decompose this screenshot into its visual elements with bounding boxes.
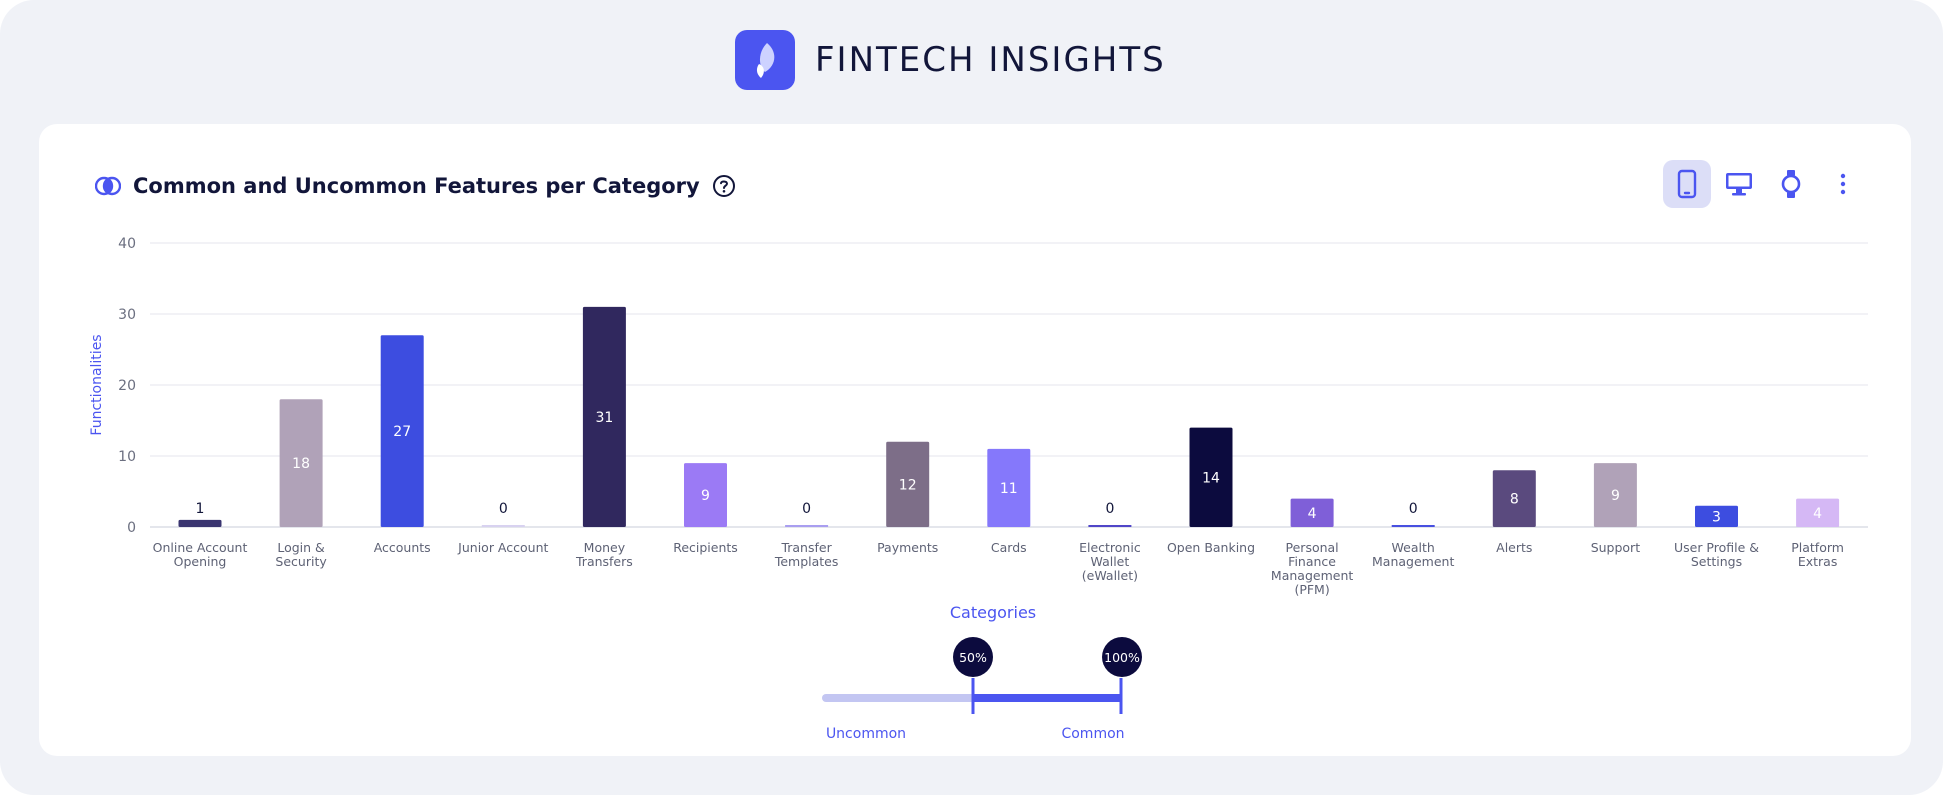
bar-value-label: 3 bbox=[1712, 509, 1721, 525]
smartwatch-icon bbox=[1781, 170, 1801, 198]
smartphone-icon bbox=[1677, 169, 1697, 199]
x-tick-label: Management bbox=[1372, 554, 1454, 569]
y-tick-label: 30 bbox=[118, 307, 136, 323]
x-tick-label: Templates bbox=[774, 554, 839, 569]
x-tick-label: Payments bbox=[877, 540, 938, 555]
bar bbox=[178, 519, 222, 527]
x-tick-label: Transfer bbox=[780, 540, 832, 555]
legend-marker-100 bbox=[1102, 637, 1142, 677]
x-axis-label: Categories bbox=[950, 603, 1036, 622]
x-tick-label: Online Account bbox=[153, 540, 248, 555]
bar-value-label: 0 bbox=[1105, 501, 1114, 517]
bar bbox=[886, 441, 930, 527]
x-tick-label: Support bbox=[1591, 540, 1641, 555]
bar bbox=[1391, 525, 1435, 527]
bar bbox=[1593, 463, 1637, 527]
more-options-button[interactable] bbox=[1819, 160, 1867, 208]
x-tick-label: Cards bbox=[991, 540, 1027, 555]
card-header: Common and Uncommon Features per Categor… bbox=[95, 170, 736, 202]
mobile-view-button[interactable] bbox=[1663, 160, 1711, 208]
brand-name: FINTECH INSIGHTS bbox=[815, 40, 1166, 80]
more-vertical-icon bbox=[1840, 173, 1846, 195]
bar-value-label: 31 bbox=[595, 410, 613, 426]
y-tick-label: 0 bbox=[127, 520, 136, 536]
x-tick-label: Settings bbox=[1691, 554, 1742, 569]
help-icon[interactable] bbox=[712, 174, 736, 198]
x-tick-label: Security bbox=[275, 554, 327, 569]
leaf-logo-icon bbox=[735, 30, 795, 90]
bar-value-label: 1 bbox=[196, 501, 205, 517]
x-tick-label: Open Banking bbox=[1167, 540, 1255, 555]
bar-value-label: 14 bbox=[1202, 470, 1220, 486]
desktop-icon bbox=[1726, 173, 1752, 196]
bar bbox=[684, 463, 727, 527]
bar-value-label: 27 bbox=[393, 424, 411, 440]
x-tick-label: Finance bbox=[1288, 554, 1336, 569]
x-tick-label: Personal bbox=[1286, 540, 1339, 555]
watch-view-button[interactable] bbox=[1767, 160, 1815, 208]
bar bbox=[582, 306, 626, 527]
x-tick-label: Junior Account bbox=[457, 540, 548, 555]
bar-value-label: 0 bbox=[499, 501, 508, 517]
bar-value-label: 0 bbox=[1409, 501, 1418, 517]
legend-label-common: Common bbox=[1061, 726, 1124, 742]
y-tick-label: 40 bbox=[118, 236, 136, 252]
bar bbox=[279, 399, 323, 527]
legend-label-uncommon: Uncommon bbox=[826, 726, 906, 742]
bar bbox=[1492, 470, 1536, 527]
brand-header: FINTECH INSIGHTS bbox=[735, 30, 1166, 90]
x-tick-label: Management bbox=[1271, 568, 1353, 583]
bar bbox=[1796, 498, 1840, 527]
bar-value-label: 0 bbox=[802, 501, 811, 517]
legend-marker-label: 50% bbox=[959, 650, 987, 665]
bar bbox=[1189, 427, 1233, 527]
bar-value-label: 4 bbox=[1308, 506, 1317, 522]
bar bbox=[1088, 525, 1132, 527]
bar-value-label: 4 bbox=[1813, 506, 1822, 522]
x-tick-label: (eWallet) bbox=[1082, 568, 1138, 583]
x-tick-label: Money bbox=[584, 540, 626, 555]
x-tick-label: Login & bbox=[277, 540, 325, 555]
bar-value-label: 9 bbox=[1611, 488, 1620, 504]
device-toolbar bbox=[1663, 160, 1871, 208]
legend-marker-50 bbox=[953, 637, 993, 677]
venn-icon bbox=[95, 176, 121, 196]
x-tick-label: Recipients bbox=[673, 540, 738, 555]
x-tick-label: (PFM) bbox=[1294, 582, 1329, 597]
bar-value-label: 11 bbox=[1000, 481, 1018, 497]
x-tick-label: Transfers bbox=[575, 554, 633, 569]
x-tick-label: Electronic bbox=[1079, 540, 1141, 555]
bar-value-label: 18 bbox=[292, 456, 310, 472]
y-axis-label: Functionalities bbox=[89, 334, 105, 435]
x-tick-label: Alerts bbox=[1496, 540, 1532, 555]
x-tick-label: Extras bbox=[1798, 554, 1838, 569]
chart-title: Common and Uncommon Features per Categor… bbox=[133, 174, 700, 198]
bar-value-label: 8 bbox=[1510, 492, 1519, 508]
y-tick-label: 20 bbox=[118, 378, 136, 394]
bar bbox=[1695, 505, 1738, 527]
x-tick-label: User Profile & bbox=[1674, 540, 1759, 555]
x-tick-label: Platform bbox=[1791, 540, 1844, 555]
bar bbox=[481, 525, 525, 527]
x-tick-label: Opening bbox=[174, 554, 227, 569]
x-tick-label: Accounts bbox=[374, 540, 431, 555]
bar-value-label: 9 bbox=[701, 488, 710, 504]
y-tick-label: 10 bbox=[118, 449, 136, 465]
bar bbox=[1290, 498, 1334, 527]
bar-value-label: 12 bbox=[899, 477, 917, 493]
x-tick-label: Wealth bbox=[1392, 540, 1435, 555]
bar bbox=[987, 448, 1031, 527]
legend-marker-label: 100% bbox=[1104, 650, 1140, 665]
x-tick-label: Wallet bbox=[1091, 554, 1130, 569]
bar bbox=[380, 335, 424, 527]
bar bbox=[785, 525, 829, 527]
desktop-view-button[interactable] bbox=[1715, 160, 1763, 208]
